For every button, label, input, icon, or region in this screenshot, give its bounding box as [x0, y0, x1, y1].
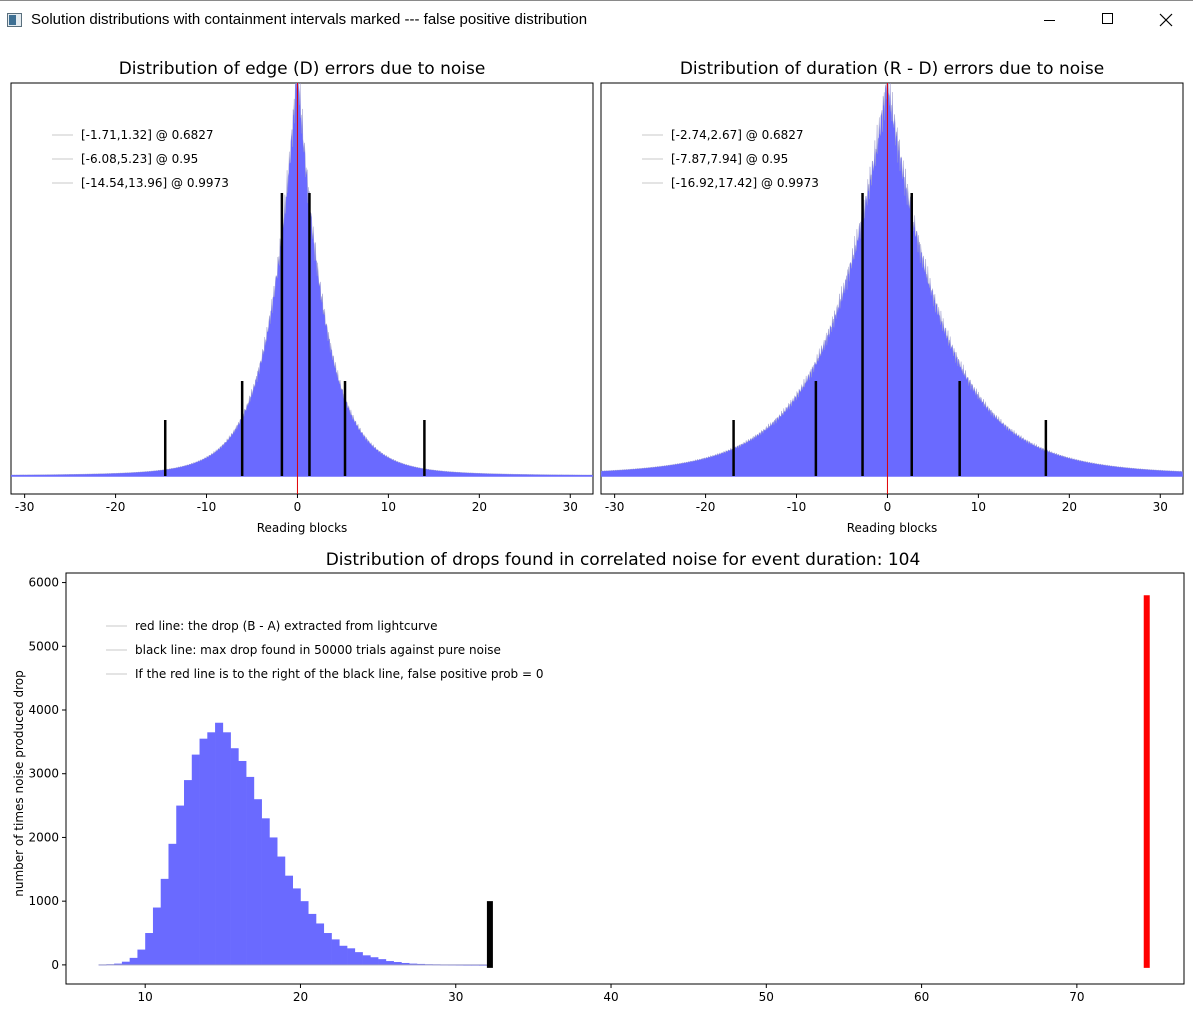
histogram-bar: [238, 760, 247, 965]
histogram-bar: [308, 913, 317, 965]
histogram-bar: [362, 955, 371, 965]
legend-entry: [-7.87,7.94] @ 0.95: [671, 152, 788, 166]
histogram-bar: [253, 799, 262, 965]
histogram-bar: [121, 961, 130, 965]
chart-title: Distribution of duration (R - D) errors …: [680, 59, 1104, 79]
x-tick-label: -20: [696, 500, 716, 514]
legend-entry: [-1.71,1.32] @ 0.6827: [81, 128, 214, 142]
chart-title: Distribution of edge (D) errors due to n…: [119, 59, 486, 79]
x-tick-label: 30: [1153, 500, 1168, 514]
distribution-area: [11, 83, 593, 477]
histogram-bar: [284, 875, 294, 965]
plots-area: Distribution of edge (D) errors due to n…: [10, 59, 1185, 1004]
y-tick-label: 1000: [28, 894, 59, 908]
x-tick-label: 50: [759, 990, 774, 1004]
window-title: Solution distributions with containment …: [31, 11, 588, 28]
x-tick-label: -10: [787, 500, 807, 514]
x-tick-label: 30: [448, 990, 463, 1004]
x-tick-label: 0: [294, 500, 302, 514]
histogram-bar: [370, 957, 379, 965]
histogram-bar: [168, 843, 177, 965]
x-tick-label: 10: [381, 500, 396, 514]
y-tick-label: 4000: [28, 703, 59, 717]
histogram-bar: [145, 933, 154, 965]
histogram-bar: [347, 948, 356, 965]
x-tick-label: -30: [605, 500, 625, 514]
y-tick-label: 6000: [28, 576, 59, 590]
y-tick-label: 2000: [28, 830, 59, 844]
histogram-bar: [269, 837, 278, 965]
x-tick-label: 10: [971, 500, 986, 514]
histogram-bar: [409, 963, 418, 965]
histogram-bar: [315, 923, 325, 965]
histogram-bar: [246, 776, 255, 965]
histogram-bar: [207, 732, 216, 965]
maximize-button[interactable]: [1079, 1, 1137, 39]
x-tick-label: 60: [914, 990, 929, 1004]
x-tick-label: -10: [197, 500, 217, 514]
histogram-bar: [160, 878, 169, 965]
chart-duration-errors: Distribution of duration (R - D) errors …: [600, 59, 1184, 535]
x-tick-label: -20: [106, 500, 126, 514]
histogram-bar: [191, 754, 200, 965]
histogram-bar: [300, 901, 309, 965]
y-tick-label: 0: [51, 958, 59, 972]
x-tick-label: -30: [15, 500, 35, 514]
histogram-bar: [176, 805, 185, 965]
x-tick-label: 40: [603, 990, 618, 1004]
y-tick-label: 5000: [28, 639, 59, 653]
histogram-bar: [261, 818, 270, 965]
x-axis-label: Reading blocks: [257, 521, 348, 535]
x-tick-label: 20: [293, 990, 308, 1004]
legend-entry: red line: the drop (B - A) extracted fro…: [135, 619, 437, 633]
distribution-area: [601, 83, 1183, 477]
x-tick-label: 20: [472, 500, 487, 514]
histogram-bar: [129, 957, 138, 965]
histogram-bar: [354, 952, 363, 965]
x-tick-label: 20: [1062, 500, 1077, 514]
legend-entry: If the red line is to the right of the b…: [135, 667, 543, 681]
histogram-bar: [222, 732, 231, 965]
histogram-bar: [292, 888, 301, 965]
x-tick-label: 10: [138, 990, 153, 1004]
legend-entry: [-6.08,5.23] @ 0.95: [81, 152, 198, 166]
minimize-button[interactable]: [1021, 1, 1079, 39]
histogram-bar: [378, 959, 387, 965]
histogram-bar: [339, 945, 348, 965]
close-icon: [1159, 13, 1173, 27]
legend-entry: [-16.92,17.42] @ 0.9973: [671, 176, 819, 190]
chart-title: Distribution of drops found in correlate…: [326, 550, 921, 570]
app-icon[interactable]: [7, 13, 22, 27]
legend-entry: black line: max drop found in 50000 tria…: [135, 643, 501, 657]
histogram-bar: [230, 748, 239, 965]
x-axis-label: Reading blocks: [847, 521, 938, 535]
x-tick-label: 70: [1069, 990, 1084, 1004]
histogram-bar: [331, 939, 340, 965]
x-tick-label: 0: [884, 500, 892, 514]
histogram-bar: [199, 738, 208, 965]
histogram-bar: [385, 961, 394, 965]
histogram-bar: [277, 856, 286, 965]
histogram-bar: [215, 722, 224, 965]
chart-edge-errors: Distribution of edge (D) errors due to n…: [10, 59, 594, 535]
histogram-bar: [137, 949, 146, 965]
chart-false-positive-drops: Distribution of drops found in correlate…: [12, 550, 1185, 1004]
legend-entry: [-14.54,13.96] @ 0.9973: [81, 176, 229, 190]
histogram-bar: [152, 907, 162, 965]
histogram-bar: [323, 933, 332, 965]
legend-entry: [-2.74,2.67] @ 0.6827: [671, 128, 804, 142]
histogram-bar: [184, 780, 193, 965]
title-bar: Solution distributions with containment …: [0, 0, 1193, 38]
y-tick-label: 3000: [28, 767, 59, 781]
histogram-bar: [393, 962, 402, 965]
x-tick-label: 30: [563, 500, 578, 514]
maximize-icon: [1102, 13, 1113, 24]
close-button[interactable]: [1137, 1, 1193, 39]
minimize-icon: [1044, 20, 1055, 21]
histogram-bar: [401, 962, 410, 965]
histogram-bar: [114, 963, 123, 965]
y-axis-label: number of times noise produced drop: [12, 670, 26, 896]
